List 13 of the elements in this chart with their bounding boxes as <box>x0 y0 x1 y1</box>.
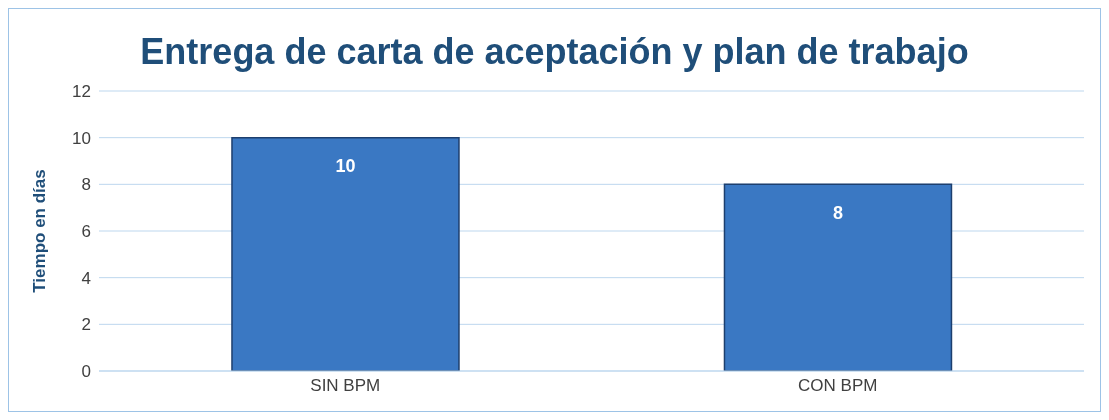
y-tick-label: 10 <box>72 128 91 148</box>
y-tick-label: 4 <box>81 268 91 288</box>
data-label: 8 <box>832 203 843 224</box>
y-tick-label: 12 <box>72 82 91 102</box>
y-axis-title: Tiempo en días <box>30 169 50 293</box>
y-tick-label: 8 <box>81 175 91 195</box>
y-tick-label: 0 <box>81 362 91 382</box>
chart-title: Entrega de carta de aceptación y plan de trabajo <box>139 30 970 74</box>
y-tick-label: 6 <box>81 222 91 242</box>
y-tick-label: 2 <box>81 315 91 335</box>
x-tick-label: CON BPM <box>798 376 878 396</box>
x-tick-label: SIN BPM <box>310 376 381 396</box>
data-label: 10 <box>335 156 356 177</box>
